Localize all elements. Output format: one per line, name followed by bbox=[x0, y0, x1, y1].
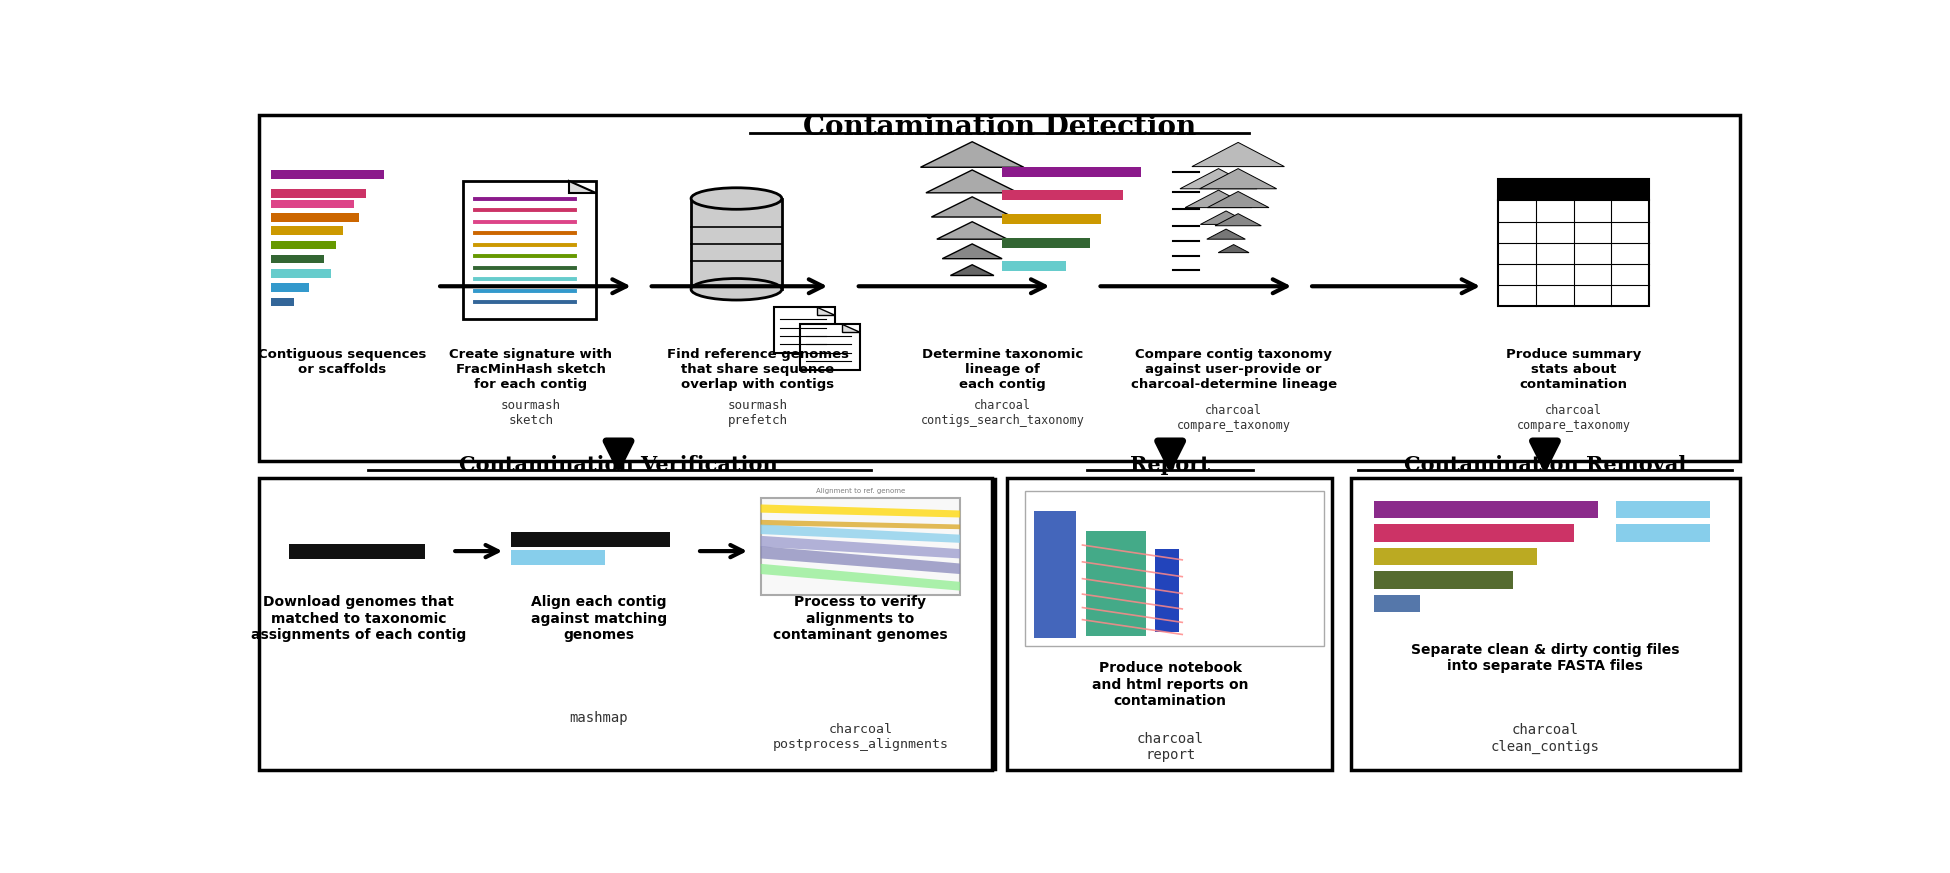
Bar bbox=[271, 283, 308, 292]
Polygon shape bbox=[950, 265, 994, 276]
Bar bbox=[1617, 524, 1710, 541]
Text: charcoal
compare_taxonomy: charcoal compare_taxonomy bbox=[1517, 404, 1630, 432]
Text: Separate clean & dirty contig files
into separate FASTA files: Separate clean & dirty contig files into… bbox=[1410, 643, 1679, 673]
Polygon shape bbox=[1215, 214, 1262, 226]
Bar bbox=[1002, 190, 1123, 200]
Bar bbox=[1375, 547, 1537, 565]
Text: Report: Report bbox=[1131, 455, 1211, 475]
Bar bbox=[1375, 571, 1513, 588]
Polygon shape bbox=[1219, 244, 1250, 252]
Ellipse shape bbox=[690, 188, 782, 210]
Polygon shape bbox=[926, 170, 1018, 193]
Polygon shape bbox=[1201, 211, 1252, 224]
Text: Compare contig taxonomy
against user-provide or
charcoal-determine lineage: Compare contig taxonomy against user-pro… bbox=[1131, 348, 1336, 391]
Bar bbox=[1617, 501, 1710, 519]
Bar bbox=[271, 298, 294, 306]
Bar bbox=[1086, 531, 1147, 636]
Bar bbox=[271, 255, 324, 264]
Text: sourmash
prefetch: sourmash prefetch bbox=[727, 399, 788, 427]
Polygon shape bbox=[760, 536, 959, 559]
Text: Determine taxonomic
lineage of
each contig: Determine taxonomic lineage of each cont… bbox=[922, 348, 1082, 391]
Polygon shape bbox=[936, 222, 1008, 239]
Polygon shape bbox=[1207, 229, 1246, 239]
FancyBboxPatch shape bbox=[690, 198, 782, 289]
Text: charcoal
postprocess_alignments: charcoal postprocess_alignments bbox=[772, 723, 948, 751]
Bar bbox=[271, 226, 343, 235]
Bar bbox=[1002, 215, 1100, 224]
Text: Process to verify
alignments to
contaminant genomes: Process to verify alignments to contamin… bbox=[772, 595, 948, 642]
FancyBboxPatch shape bbox=[760, 498, 959, 595]
Bar bbox=[271, 269, 332, 278]
Bar bbox=[1002, 261, 1067, 271]
Polygon shape bbox=[1180, 168, 1258, 189]
Polygon shape bbox=[760, 505, 959, 518]
Bar bbox=[271, 170, 384, 179]
FancyBboxPatch shape bbox=[259, 115, 1739, 461]
Text: Contamination Verification: Contamination Verification bbox=[458, 455, 778, 475]
Text: Download genomes that
matched to taxonomic
assignments of each contig: Download genomes that matched to taxonom… bbox=[252, 595, 466, 642]
Bar bbox=[1375, 595, 1420, 612]
Bar bbox=[1002, 167, 1141, 176]
Text: Align each contig
against matching
genomes: Align each contig against matching genom… bbox=[530, 595, 667, 642]
FancyBboxPatch shape bbox=[1498, 179, 1650, 201]
Polygon shape bbox=[569, 181, 597, 193]
Text: Find reference genomes
that share sequence
overlap with contigs: Find reference genomes that share sequen… bbox=[667, 348, 848, 391]
FancyBboxPatch shape bbox=[800, 324, 860, 370]
FancyBboxPatch shape bbox=[774, 307, 835, 354]
Text: charcoal
clean_contigs: charcoal clean_contigs bbox=[1490, 723, 1599, 753]
Polygon shape bbox=[1191, 142, 1285, 167]
Text: charcoal
compare_taxonomy: charcoal compare_taxonomy bbox=[1176, 404, 1291, 432]
FancyBboxPatch shape bbox=[1351, 478, 1739, 770]
Polygon shape bbox=[842, 324, 860, 333]
Text: Create signature with
FracMinHash sketch
for each contig: Create signature with FracMinHash sketch… bbox=[448, 348, 612, 391]
Bar bbox=[1375, 524, 1574, 541]
FancyBboxPatch shape bbox=[1498, 201, 1650, 306]
Text: Contamination Detection: Contamination Detection bbox=[803, 114, 1195, 141]
Polygon shape bbox=[760, 546, 959, 574]
Bar bbox=[289, 544, 425, 559]
Polygon shape bbox=[817, 307, 835, 315]
Text: Alignment to ref. genome: Alignment to ref. genome bbox=[815, 488, 905, 494]
Text: charcoal
contigs_search_taxonomy: charcoal contigs_search_taxonomy bbox=[920, 399, 1084, 427]
Bar bbox=[511, 533, 671, 547]
Ellipse shape bbox=[690, 278, 782, 300]
Polygon shape bbox=[1199, 168, 1277, 189]
Text: charcoal
report: charcoal report bbox=[1137, 732, 1203, 762]
Bar bbox=[511, 551, 604, 565]
Polygon shape bbox=[942, 244, 1002, 258]
Polygon shape bbox=[1207, 191, 1269, 208]
Polygon shape bbox=[932, 196, 1012, 217]
Text: Produce summary
stats about
contamination: Produce summary stats about contaminatio… bbox=[1505, 348, 1642, 391]
FancyBboxPatch shape bbox=[1006, 478, 1332, 770]
Bar bbox=[1034, 511, 1076, 638]
Text: Contiguous sequences
or scaffolds: Contiguous sequences or scaffolds bbox=[257, 348, 427, 376]
Bar bbox=[271, 213, 359, 222]
Polygon shape bbox=[1186, 190, 1252, 208]
Polygon shape bbox=[760, 519, 959, 529]
FancyBboxPatch shape bbox=[259, 478, 993, 770]
Bar bbox=[1002, 237, 1090, 248]
Polygon shape bbox=[760, 564, 959, 591]
Bar bbox=[271, 200, 355, 209]
Bar bbox=[271, 189, 367, 197]
Text: Produce notebook
and html reports on
contamination: Produce notebook and html reports on con… bbox=[1092, 662, 1248, 708]
Bar bbox=[271, 241, 335, 250]
FancyBboxPatch shape bbox=[462, 181, 597, 319]
Bar bbox=[1154, 549, 1180, 632]
FancyBboxPatch shape bbox=[1026, 491, 1324, 646]
Polygon shape bbox=[760, 525, 959, 543]
Text: sourmash
sketch: sourmash sketch bbox=[501, 399, 562, 427]
Bar bbox=[1375, 501, 1597, 519]
Text: Contamination Removal: Contamination Removal bbox=[1404, 455, 1687, 475]
Polygon shape bbox=[920, 141, 1024, 168]
Text: mashmap: mashmap bbox=[569, 711, 628, 725]
